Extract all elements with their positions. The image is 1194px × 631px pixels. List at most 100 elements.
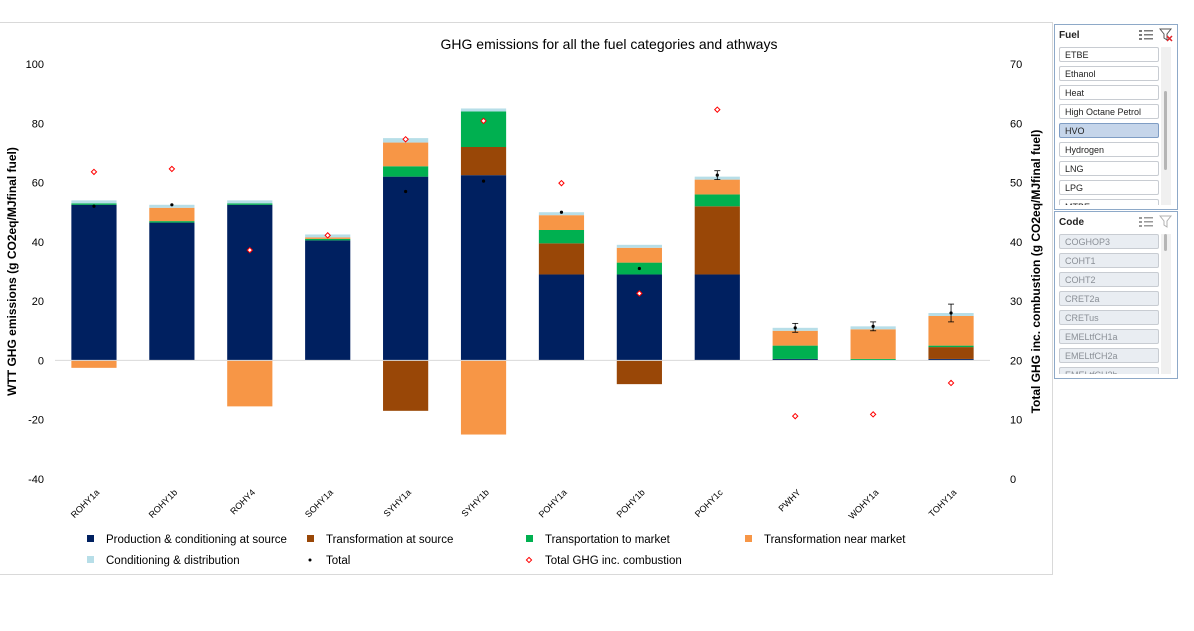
multi-select-icon[interactable] [1139,29,1153,41]
legend-label: Conditioning & distribution [106,555,240,567]
bar-segment [772,345,818,359]
bar-segment [772,330,818,346]
slicer-item[interactable]: LNG [1059,161,1159,176]
bar-segment [538,243,585,275]
slicer-item[interactable]: Ethanol [1059,66,1159,81]
clear-filter-icon[interactable] [1159,215,1173,229]
combustion-point [869,411,877,418]
slicer-code-title: Code [1059,217,1084,228]
bar-segment [616,247,662,263]
slicer-item[interactable]: EMELtfCH1a [1059,329,1159,344]
total-point [715,173,719,177]
y-left-tick-label: 60 [32,178,44,190]
bar-segment [71,200,117,204]
bar-segment [227,203,273,205]
total-point [871,324,875,328]
legend-swatch [87,535,94,542]
chart-title: GHG emissions for all the fuel categorie… [441,36,778,52]
legend-label: Transformation at source [326,534,453,546]
y-left-axis-title: WTT GHG emissions (g CO2eq/MJfinal fuel) [5,147,19,396]
slicer-code-header: Code [1055,212,1177,232]
x-tick-label: SYHY1b [459,487,490,518]
bar-segment [305,240,351,361]
bar-segment [383,166,429,177]
bar-segment [460,108,507,112]
combustion-point [558,179,565,187]
total-point [793,326,797,330]
slicer-item[interactable]: CRET2a [1059,291,1159,306]
slicer-fuel-scrollbar[interactable] [1161,47,1171,205]
bar-segment [227,204,273,361]
bar-segment [538,274,585,361]
total-point [404,189,408,194]
x-tick-label: POHY1c [693,487,725,519]
bar-segment [694,206,740,275]
x-tick-label: POHY1b [615,487,647,519]
y-right-tick-label: 70 [1010,59,1022,71]
slicer-code[interactable]: Code COGHOP3 COHT1 COHT2 CRET2a CRETus EMELtf… [1054,211,1178,379]
bar-segment [928,358,974,361]
y-left-tick-label: 80 [32,118,44,130]
slicer-item[interactable]: ETBE [1059,47,1159,62]
y-left-tick-label: 40 [32,237,44,249]
legend-label: Total [326,555,350,567]
slicer-item[interactable]: COHT1 [1059,253,1159,268]
legend-swatch [308,558,312,562]
bar-segment [928,345,974,348]
slicer-item[interactable]: COGHOP3 [1059,234,1159,249]
bar-segment [460,111,507,147]
slicer-item[interactable]: MTBE [1059,199,1159,205]
slicer-fuel-title: Fuel [1059,30,1080,41]
slicer-item[interactable]: Hydrogen [1059,142,1159,157]
combustion-point [791,412,799,420]
slicer-item[interactable]: High Octane Petrol [1059,104,1159,119]
bar-segment [850,358,896,361]
combustion-point [324,232,332,239]
slicer-code-scrollbar[interactable] [1161,234,1171,374]
clear-filter-icon[interactable] [1159,28,1173,42]
legend-label: Transportation to market [545,534,671,546]
y-left-tick-label: 0 [38,355,44,367]
slicer-item[interactable]: HVO [1059,123,1159,138]
slicer-item[interactable]: LPG [1059,180,1159,195]
slicer-item[interactable]: COHT2 [1059,272,1159,287]
slicer-item[interactable]: CRETus [1059,310,1159,325]
bar-segment [383,142,429,167]
y-right-tick-label: 40 [1010,237,1022,249]
points-layer [90,106,955,420]
bar-segment [694,179,740,195]
slicer-item[interactable]: EMELtfCH2a [1059,348,1159,363]
slicer-item[interactable]: EMELtfCH2b [1059,367,1159,374]
y-right-tick-label: 50 [1010,178,1022,190]
x-tick-label: ROHY1a [69,487,102,520]
bar-segment [616,274,662,361]
x-tick-label: WOHY1a [847,487,881,521]
combustion-point [246,246,254,254]
bar-segment [538,230,585,244]
bar-segment [71,204,117,361]
total-point [949,311,953,315]
x-tick-label: SOHY1a [303,487,335,519]
slicer-item[interactable]: Heat [1059,85,1159,100]
y-right-tick-label: 0 [1010,474,1016,486]
bar-segment [928,347,974,359]
bar-segment [772,358,818,361]
slicer-fuel[interactable]: Fuel ETBE Ethanol Heat High Octane Petrol HV… [1054,24,1178,210]
y-right-tick-label: 10 [1010,415,1022,427]
bar-segment [149,222,195,361]
x-tick-label: ROHY1b [147,487,180,520]
combustion-point [947,379,955,387]
total-point [92,204,96,208]
y-left-tick-label: -40 [28,474,44,486]
combustion-point [636,290,643,297]
slicer-fuel-header: Fuel [1055,25,1177,45]
slicer-code-scroll-thumb[interactable] [1164,234,1167,251]
total-point [481,179,486,183]
y-left-tick-label: 20 [32,296,44,308]
multi-select-icon[interactable] [1139,216,1153,228]
legend-label: Total GHG inc. combustion [545,555,682,567]
y-right-tick-label: 60 [1010,118,1022,130]
legend-label: Production & conditioning at source [106,534,287,546]
legend-swatch [745,535,752,542]
slicer-fuel-scroll-thumb[interactable] [1164,91,1167,171]
